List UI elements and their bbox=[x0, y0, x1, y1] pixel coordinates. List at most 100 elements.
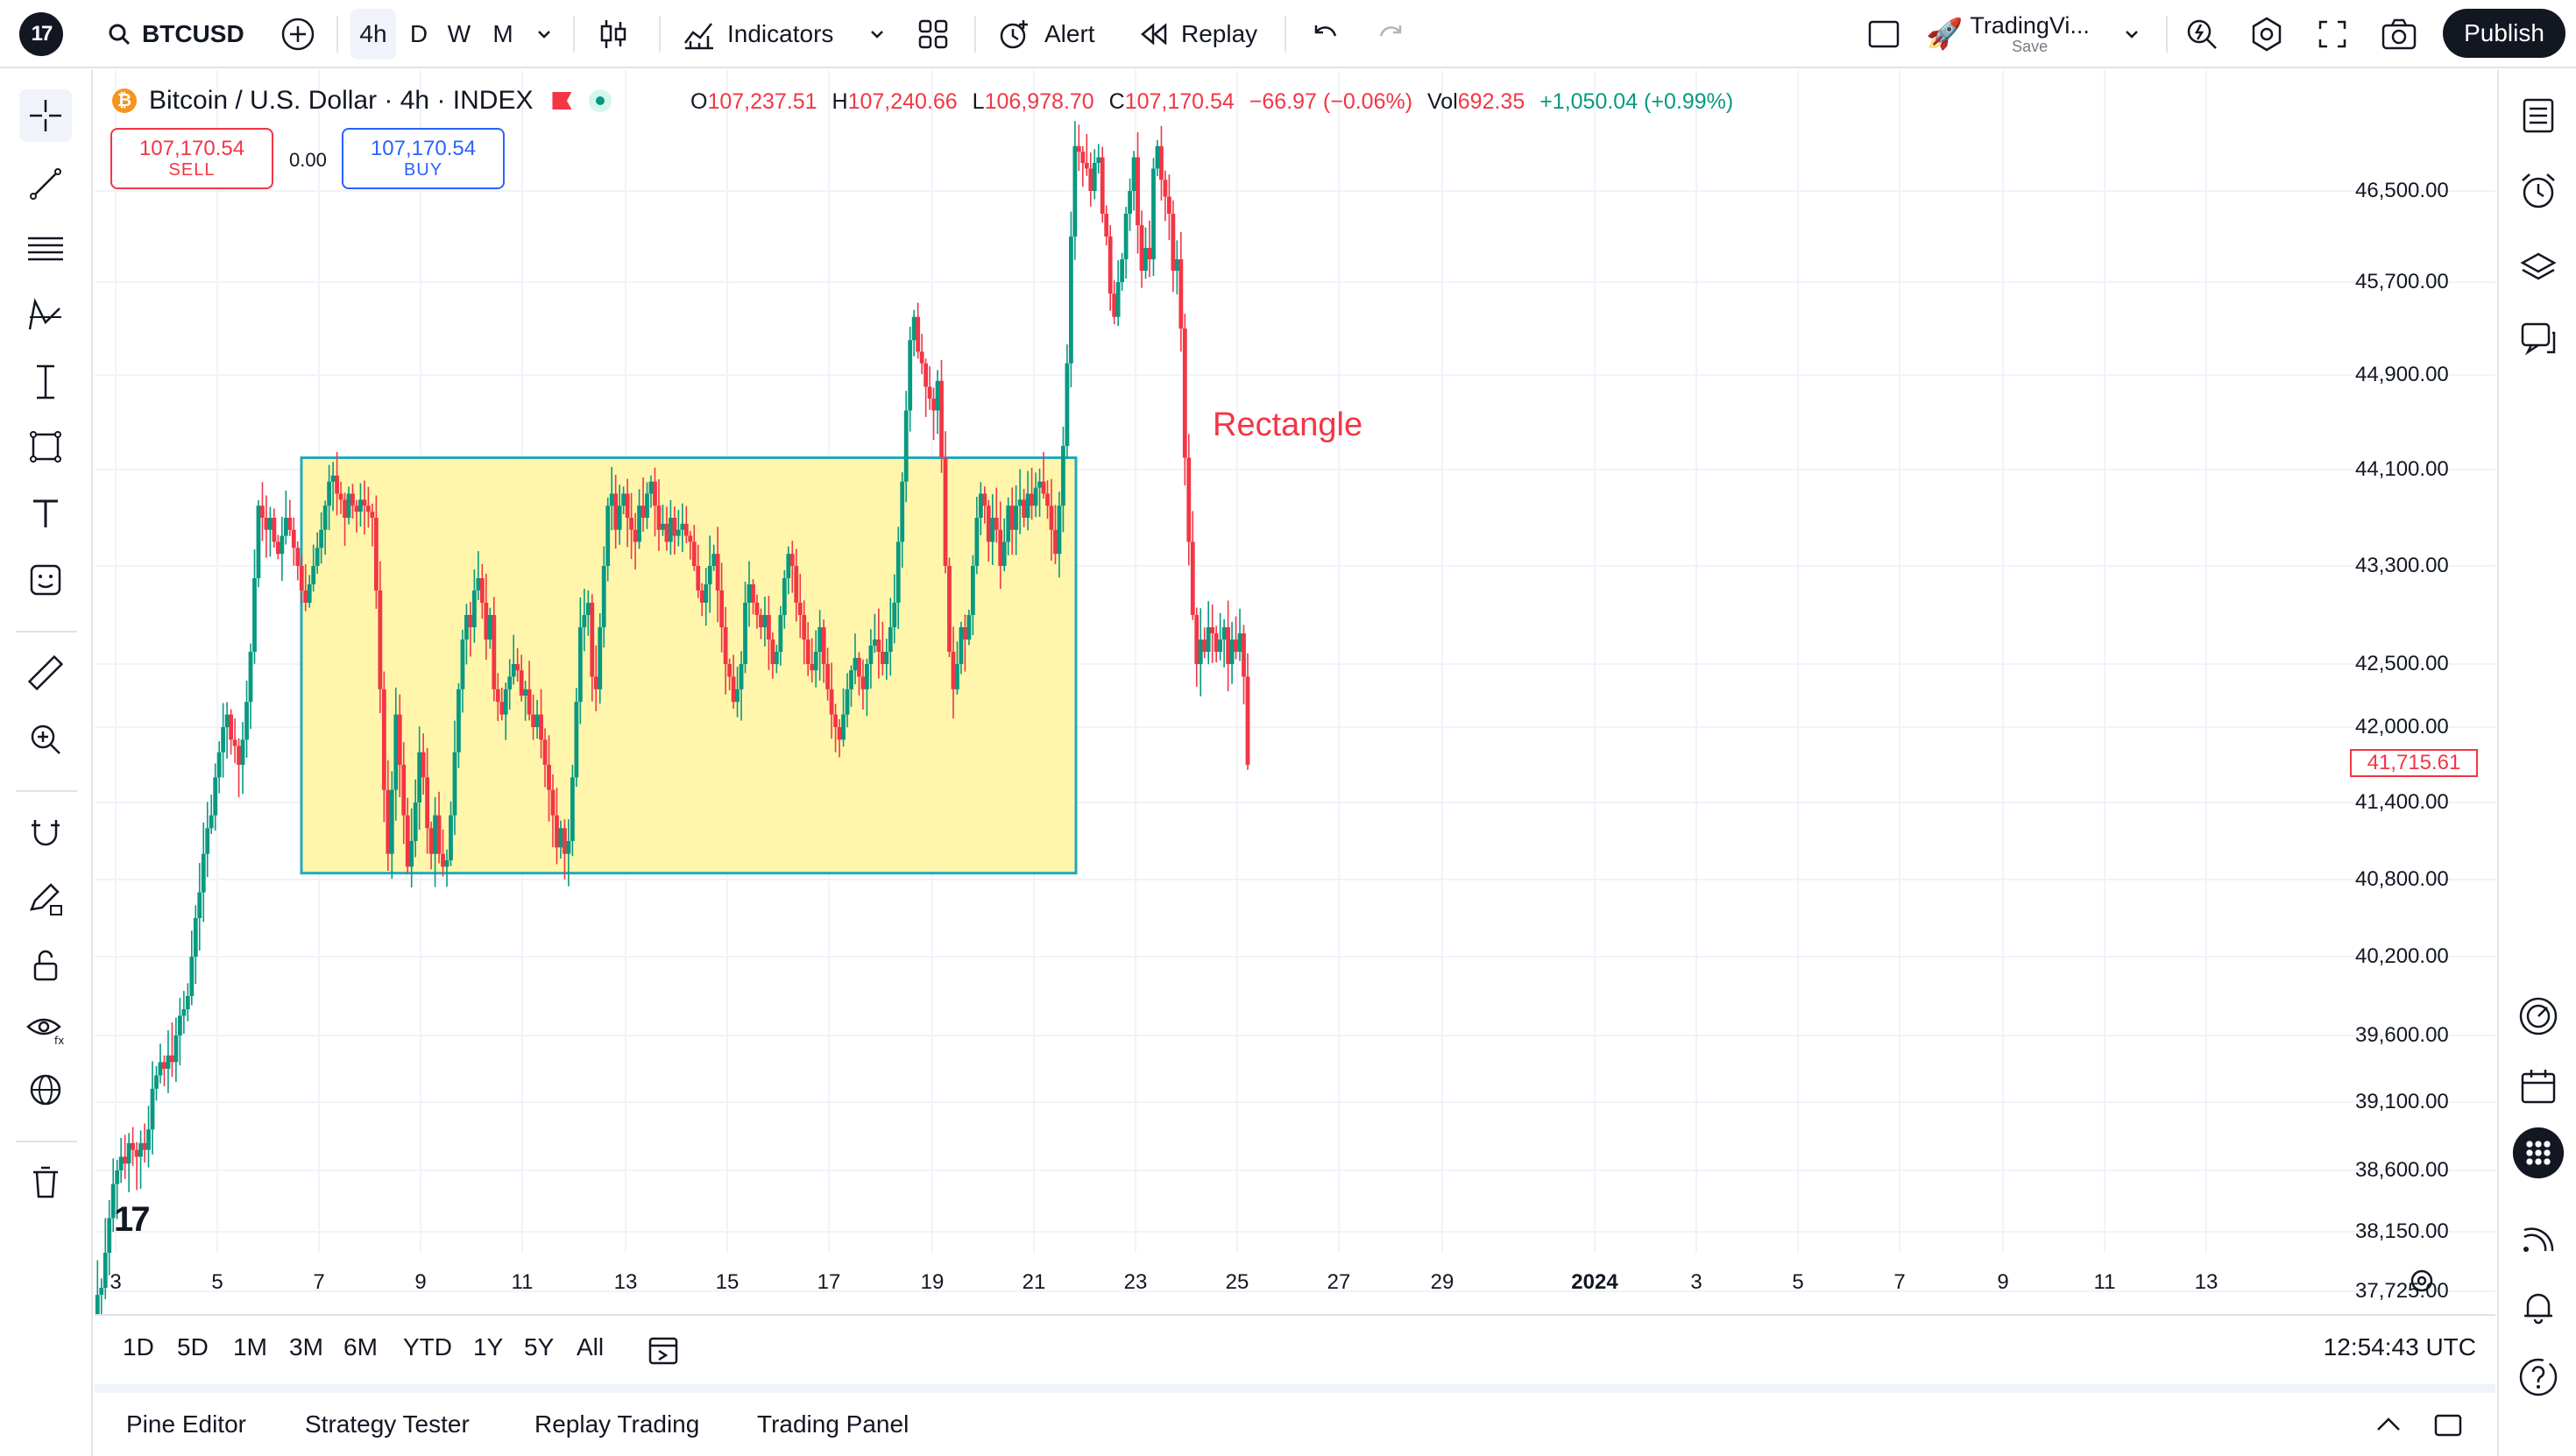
layers-icon bbox=[2520, 252, 2557, 280]
range-5y[interactable]: 5Y bbox=[524, 1333, 555, 1361]
help-button[interactable] bbox=[2512, 1351, 2565, 1403]
sell-button[interactable]: 107,170.54 SELL bbox=[110, 128, 273, 189]
timeframe-m[interactable]: M bbox=[492, 20, 513, 47]
products-button[interactable] bbox=[2512, 1127, 2565, 1179]
candle-body bbox=[683, 523, 689, 536]
tab-strategy-tester[interactable]: Strategy Tester bbox=[305, 1410, 470, 1438]
magnet-tool[interactable] bbox=[19, 806, 72, 859]
range-6m[interactable]: 6M bbox=[343, 1333, 378, 1361]
range-5d[interactable]: 5D bbox=[177, 1333, 209, 1361]
screener-button[interactable] bbox=[2512, 990, 2565, 1043]
layout-dropdown[interactable] bbox=[2122, 0, 2141, 68]
maximize-panel-button[interactable] bbox=[2432, 1409, 2464, 1445]
tab-pine-editor[interactable]: Pine Editor bbox=[126, 1410, 246, 1438]
ruler-icon bbox=[27, 654, 64, 691]
fullscreen-toggle-button[interactable] bbox=[1866, 0, 1901, 68]
text-tool[interactable] bbox=[19, 487, 72, 540]
collapse-panel-button[interactable] bbox=[2373, 1409, 2404, 1445]
snapshot-button[interactable] bbox=[2380, 0, 2418, 68]
candle-body bbox=[696, 566, 701, 590]
range-1m[interactable]: 1M bbox=[233, 1333, 267, 1361]
alert-button[interactable]: Alert bbox=[997, 0, 1095, 68]
hide-drawings-tool[interactable]: fx bbox=[19, 1002, 72, 1055]
templates-button[interactable] bbox=[916, 0, 950, 68]
range-1y[interactable]: 1Y bbox=[473, 1333, 504, 1361]
range-3m[interactable]: 3M bbox=[289, 1333, 323, 1361]
alerts-button[interactable] bbox=[2512, 165, 2565, 217]
measure-projection-tool[interactable] bbox=[19, 356, 72, 408]
range-ytd[interactable]: YTD bbox=[403, 1333, 452, 1361]
candle-body bbox=[872, 640, 877, 646]
calendar-button[interactable] bbox=[2512, 1060, 2565, 1113]
candle-body bbox=[534, 714, 540, 727]
chats-button[interactable] bbox=[2512, 314, 2565, 366]
settings-button[interactable] bbox=[2248, 0, 2285, 68]
symbol-label: BTCUSD bbox=[142, 20, 244, 47]
candle-body bbox=[173, 1035, 179, 1063]
tab-replay-trading[interactable]: Replay Trading bbox=[534, 1410, 700, 1438]
stay-drawing-tool[interactable] bbox=[19, 873, 72, 925]
layout-name: TradingVi... bbox=[1970, 12, 2090, 39]
watchlist-button[interactable] bbox=[2512, 89, 2565, 142]
fib-tool[interactable] bbox=[19, 223, 72, 275]
remove-drawings-tool[interactable] bbox=[19, 1156, 72, 1209]
trend-line-tool[interactable] bbox=[19, 158, 72, 210]
time-tick-label: 9 bbox=[1997, 1270, 2009, 1294]
chart-type-button[interactable] bbox=[598, 0, 629, 68]
timeframe-d[interactable]: D bbox=[409, 20, 428, 47]
chart-canvas[interactable] bbox=[95, 70, 2495, 1314]
candle-body bbox=[1049, 505, 1054, 530]
fullscreen-button[interactable] bbox=[2317, 0, 2348, 68]
tab-trading-panel[interactable]: Trading Panel bbox=[757, 1410, 909, 1438]
candle-body bbox=[295, 548, 301, 566]
text-icon bbox=[33, 499, 58, 527]
rectangle-label[interactable]: Rectangle bbox=[1213, 406, 1363, 443]
price-chart[interactable]: ₿ Bitcoin / U.S. Dollar · 4h · INDEX O10… bbox=[95, 70, 2495, 1314]
horizontal-lines-icon bbox=[28, 237, 63, 261]
buy-button[interactable]: 107,170.54 BUY bbox=[342, 128, 505, 189]
range-all[interactable]: All bbox=[577, 1333, 605, 1361]
candle-body bbox=[197, 892, 202, 918]
shapes-tool[interactable] bbox=[19, 421, 72, 473]
notifications-button[interactable] bbox=[2512, 1281, 2565, 1333]
icons-tool[interactable] bbox=[19, 554, 72, 606]
flag-icon[interactable] bbox=[552, 92, 572, 110]
candle-body bbox=[927, 386, 932, 399]
range-1d[interactable]: 1D bbox=[123, 1333, 154, 1361]
timeframe-dropdown[interactable] bbox=[534, 0, 554, 68]
ruler-tool[interactable] bbox=[19, 647, 72, 699]
candle-body bbox=[1092, 163, 1097, 191]
object-tree-tool[interactable] bbox=[19, 1064, 72, 1116]
time-tick-label: 5 bbox=[1792, 1270, 1804, 1294]
layout-menu[interactable]: 🚀 TradingVi... Save bbox=[1926, 0, 2090, 68]
utc-clock[interactable]: 12:54:43 UTC bbox=[2323, 1333, 2476, 1361]
timeframe-4h[interactable]: 4h bbox=[350, 9, 396, 60]
candle-body bbox=[789, 554, 795, 566]
indicators-dropdown[interactable] bbox=[867, 0, 887, 68]
candle-body bbox=[158, 1062, 163, 1076]
timeframe-w[interactable]: W bbox=[447, 20, 471, 47]
compare-symbol-button[interactable] bbox=[280, 0, 315, 68]
go-to-date-button[interactable] bbox=[647, 1333, 682, 1373]
redo-button[interactable] bbox=[1376, 0, 1407, 68]
data-window-button[interactable] bbox=[2512, 242, 2565, 294]
crosshair-tool[interactable] bbox=[19, 89, 72, 142]
symbol-search[interactable]: BTCUSD bbox=[107, 0, 244, 68]
lock-drawings-tool[interactable] bbox=[19, 939, 72, 992]
undo-button[interactable] bbox=[1309, 0, 1341, 68]
time-tick-label: 25 bbox=[1225, 1270, 1249, 1294]
replay-button[interactable]: Replay bbox=[1137, 0, 1257, 68]
candle-body bbox=[1151, 168, 1156, 259]
quick-search-button[interactable] bbox=[2183, 0, 2220, 68]
zoom-in-tool[interactable] bbox=[19, 713, 72, 766]
tradingview-logo-icon[interactable]: 17 bbox=[19, 12, 63, 56]
candle-body bbox=[275, 541, 280, 555]
candle-body bbox=[1022, 499, 1027, 518]
chevron-up-icon bbox=[2377, 1417, 2400, 1431]
indicators-button[interactable]: Indicators bbox=[682, 0, 833, 68]
pattern-tool[interactable] bbox=[19, 289, 72, 342]
candle-body bbox=[860, 676, 866, 689]
news-stream-button[interactable] bbox=[2512, 1211, 2565, 1263]
candle-body bbox=[389, 789, 394, 854]
publish-button[interactable]: Publish bbox=[2443, 9, 2565, 58]
